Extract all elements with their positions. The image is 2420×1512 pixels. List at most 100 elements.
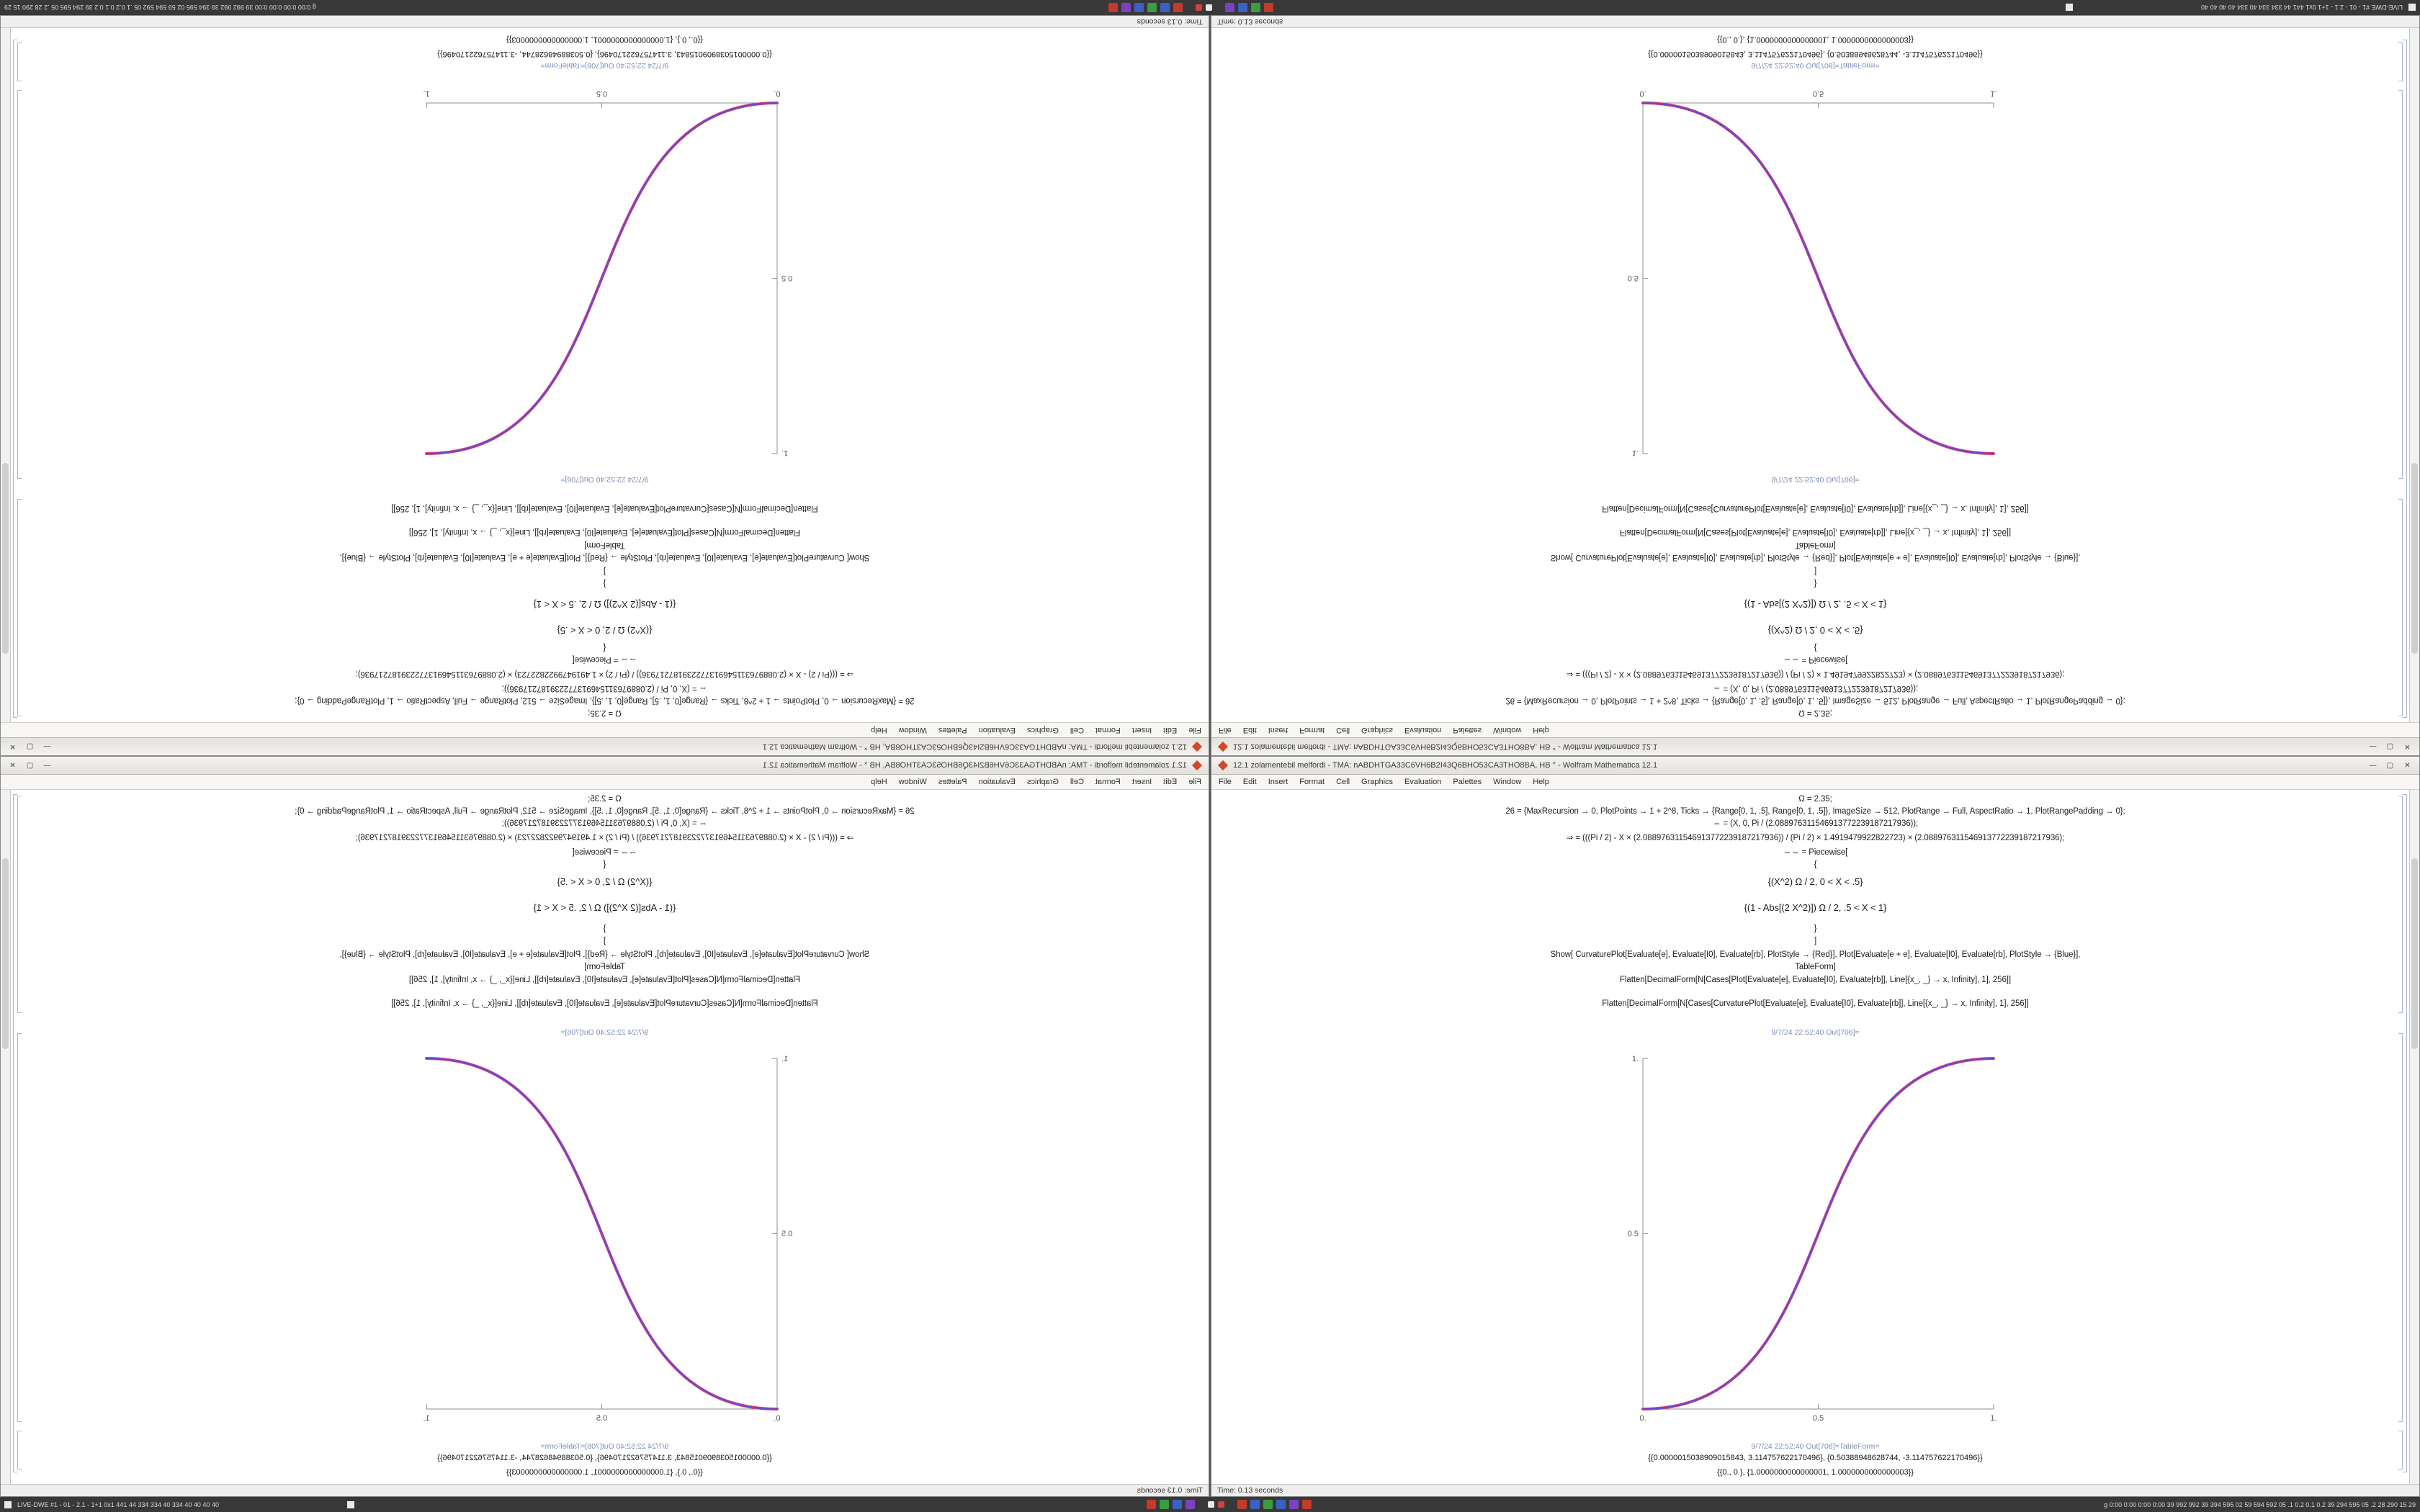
start-button[interactable] xyxy=(2408,4,2416,12)
input-code-line[interactable]: 26 = {MaxRecursion → 0, PlotPoints → 1 +… xyxy=(1505,807,2125,816)
red-app-icon[interactable] xyxy=(1173,3,1183,12)
input-cell-bracket[interactable] xyxy=(2398,796,2403,1013)
maximize-button[interactable]: ▢ xyxy=(2386,761,2394,770)
input-code-line[interactable]: {(1 - Abs[(2 X^2)]) Ω / 2, .5 < X < 1} xyxy=(533,599,676,610)
input-code-line[interactable]: ⇒ = (((Pi / 2) - X × (2.0889763115469137… xyxy=(355,834,854,842)
input-code-line[interactable]: 26 = {MaxRecursion → 0, PlotPoints → 1 +… xyxy=(1505,696,2125,705)
menu-cell[interactable]: Cell xyxy=(1070,778,1084,786)
green-app-icon[interactable] xyxy=(1160,1500,1170,1509)
input-code-line[interactable]: ⇒ = (((Pi / 2) - X × (2.0889763115469137… xyxy=(1566,834,2065,842)
input-code-line[interactable]: 26 = {MaxRecursion → 0, PlotPoints → 1 +… xyxy=(295,696,915,705)
window-titlebar[interactable]: 12.1 zolamentebil melfordi - TMA: nABDHT… xyxy=(1,757,1209,775)
input-code-line[interactable]: } xyxy=(1814,924,1817,933)
input-code-line[interactable]: ⇒ = (((Pi / 2) - X × (2.0889763115469137… xyxy=(355,670,854,678)
menu-insert[interactable]: Insert xyxy=(1131,726,1152,734)
close-button[interactable]: ✕ xyxy=(2404,742,2411,751)
red-app-icon[interactable] xyxy=(1147,1500,1157,1509)
input-code-line[interactable]: ⇔ = (X, 0, Pi / (2.088976311546913772239… xyxy=(501,684,708,693)
menu-edit[interactable]: Edit xyxy=(1242,726,1257,734)
input-code-line[interactable]: TableForm] xyxy=(1795,541,1836,549)
menu-format[interactable]: Format xyxy=(1095,726,1121,734)
plot-output-bracket[interactable] xyxy=(17,1033,22,1422)
menu-edit[interactable]: Edit xyxy=(1163,778,1178,786)
menu-file[interactable]: File xyxy=(1188,778,1201,786)
vertical-scrollbar[interactable] xyxy=(2409,28,2419,722)
plot-output-bracket[interactable] xyxy=(17,90,22,479)
maximize-button[interactable]: ▢ xyxy=(26,761,34,770)
plot-output-bracket[interactable] xyxy=(2398,1033,2403,1422)
menu-cell[interactable]: Cell xyxy=(1336,778,1350,786)
input-cell-bracket[interactable] xyxy=(17,499,22,716)
menu-help[interactable]: Help xyxy=(1533,726,1549,734)
menu-evaluation[interactable]: Evaluation xyxy=(1404,726,1442,734)
input-code-line[interactable]: Ω = 2.35; xyxy=(1798,795,1832,804)
menu-evaluation[interactable]: Evaluation xyxy=(978,726,1016,734)
green-app-icon[interactable] xyxy=(1250,3,1260,12)
blue-app-icon[interactable] xyxy=(1276,1500,1286,1509)
menu-insert[interactable]: Insert xyxy=(1268,726,1289,734)
menu-palettes[interactable]: Palettes xyxy=(1453,726,1482,734)
scrollbar-thumb[interactable] xyxy=(2411,858,2418,1049)
vertical-scrollbar[interactable] xyxy=(2409,790,2419,1484)
input-code-line[interactable]: Show[ CurvaturePlot[Evaluate[e], Evaluat… xyxy=(1550,950,2081,959)
blue-app-icon[interactable] xyxy=(1237,3,1247,12)
blue-app-icon[interactable] xyxy=(1160,3,1170,12)
menu-graphics[interactable]: Graphics xyxy=(1026,726,1059,734)
input-code-line[interactable]: Show[ CurvaturePlot[Evaluate[e], Evaluat… xyxy=(339,950,870,959)
notebook-content[interactable]: Ω = 2.35; 26 = {MaxRecursion → 0, PlotPo… xyxy=(1,28,1209,722)
menu-file[interactable]: File xyxy=(1188,726,1201,734)
minimize-button[interactable]: — xyxy=(2369,742,2377,751)
input-code-line[interactable]: { xyxy=(603,643,606,652)
input-code-line[interactable]: { xyxy=(1814,643,1817,652)
window-titlebar[interactable]: 12.1 zolamentebil melfordi - TMA: nABDHT… xyxy=(1211,757,2419,775)
input-code-line[interactable]: TableForm] xyxy=(584,541,625,549)
cell-group-bracket[interactable] xyxy=(13,40,17,718)
input-code-line[interactable]: ] xyxy=(1814,937,1817,945)
vertical-scrollbar[interactable] xyxy=(1,790,11,1484)
taskbar[interactable]: LIVE-DWE #1 - 01 - 2.1 - 1+1 0x1 441 44 … xyxy=(0,1497,2420,1512)
scrollbar-thumb[interactable] xyxy=(2411,463,2418,654)
taskbar-pinned-icon[interactable] xyxy=(346,1500,354,1508)
close-button[interactable]: ✕ xyxy=(9,742,16,751)
window-titlebar[interactable]: 12.1 zolamentebil melfordi - TMA: nABDHT… xyxy=(1,737,1209,755)
white-chip-icon[interactable] xyxy=(1208,1501,1215,1508)
menu-insert[interactable]: Insert xyxy=(1131,778,1152,786)
input-code-line[interactable]: 26 = {MaxRecursion → 0, PlotPoints → 1 +… xyxy=(295,807,915,816)
input-code-line[interactable]: ⇔⇔ = Piecewise[ xyxy=(572,848,637,857)
red-chip-icon[interactable] xyxy=(1218,1501,1225,1508)
input-code-line[interactable]: ⇔⇔ = Piecewise[ xyxy=(1783,655,1848,664)
red-app-icon[interactable] xyxy=(1302,1500,1312,1509)
input-code-line[interactable]: Flatten[DecimalForm[N[Cases[CurvaturePlo… xyxy=(391,999,818,1008)
input-code-line[interactable]: Show[ CurvaturePlot[Evaluate[e], Evaluat… xyxy=(1550,553,2081,562)
menu-help[interactable]: Help xyxy=(871,726,887,734)
input-cell-bracket[interactable] xyxy=(2398,499,2403,716)
menu-edit[interactable]: Edit xyxy=(1163,726,1178,734)
menu-palettes[interactable]: Palettes xyxy=(938,726,967,734)
green-app-icon[interactable] xyxy=(1147,3,1157,12)
menu-graphics[interactable]: Graphics xyxy=(1361,726,1394,734)
menu-window[interactable]: Window xyxy=(1493,778,1522,786)
menu-cell[interactable]: Cell xyxy=(1070,726,1084,734)
input-code-line[interactable]: ] xyxy=(603,567,606,575)
window-titlebar[interactable]: 12.1 zolamentebil melfordi - TMA: nABDHT… xyxy=(1211,737,2419,755)
input-code-line[interactable]: Flatten[DecimalForm[N[Cases[CurvaturePlo… xyxy=(1602,504,2029,513)
maximize-button[interactable]: ▢ xyxy=(2386,742,2394,751)
menu-format[interactable]: Format xyxy=(1299,726,1325,734)
menu-palettes[interactable]: Palettes xyxy=(1453,778,1482,786)
violet-app-icon[interactable] xyxy=(1121,3,1131,12)
input-code-line[interactable]: Flatten[DecimalForm[N[Cases[Plot[Evaluat… xyxy=(1620,528,2011,536)
notebook-content[interactable]: Ω = 2.35; 26 = {MaxRecursion → 0, PlotPo… xyxy=(1,790,1209,1484)
cell-group-bracket[interactable] xyxy=(2403,40,2407,718)
input-code-line[interactable]: } xyxy=(603,579,606,588)
input-code-line[interactable]: {(X^2) Ω / 2, 0 < X < .5} xyxy=(557,876,653,887)
input-code-line[interactable]: TableForm] xyxy=(1795,963,1836,971)
scrollbar-thumb[interactable] xyxy=(2,858,9,1049)
red-app-icon[interactable] xyxy=(1237,1500,1247,1509)
input-code-line[interactable]: Flatten[DecimalForm[N[Cases[Plot[Evaluat… xyxy=(409,528,800,536)
input-code-line[interactable]: ⇔⇔ = Piecewise[ xyxy=(1783,848,1848,857)
blue-app-icon[interactable] xyxy=(1250,1500,1260,1509)
input-code-line[interactable]: ⇔ = (X, 0, Pi / (2.088976311546913772239… xyxy=(501,819,708,828)
minimize-button[interactable]: — xyxy=(43,761,51,770)
blue-app-icon[interactable] xyxy=(1134,3,1144,12)
menu-graphics[interactable]: Graphics xyxy=(1361,778,1394,786)
